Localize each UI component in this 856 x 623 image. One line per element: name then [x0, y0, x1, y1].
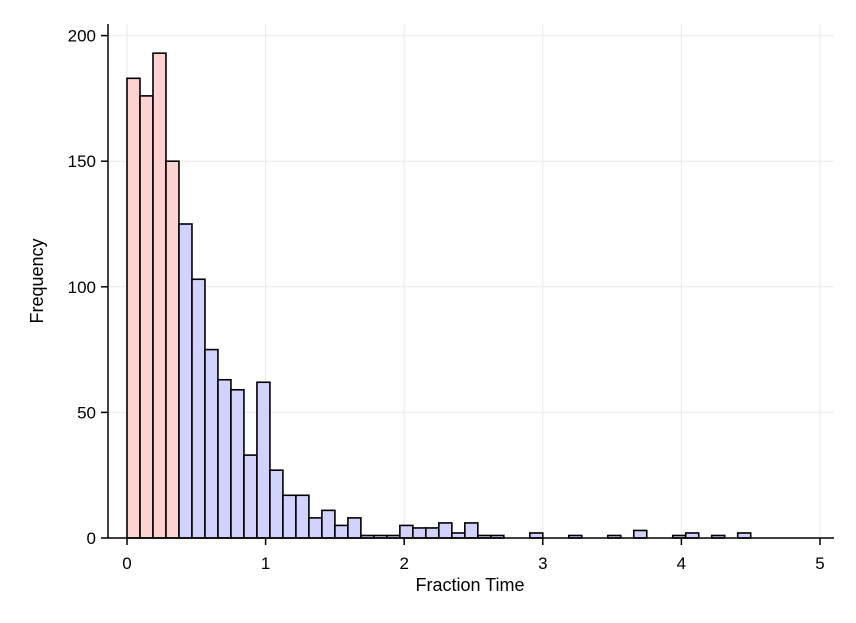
y-tick-label: 50 [77, 403, 96, 422]
histogram-bar [243, 454, 258, 539]
x-tick-label: 4 [677, 554, 686, 573]
histogram-bar [152, 52, 167, 539]
histogram-bar [438, 522, 453, 539]
histogram-bar [399, 524, 414, 539]
histogram-bar [256, 381, 271, 539]
histogram-bar [230, 388, 245, 539]
bars [126, 52, 752, 539]
histogram-bar [425, 527, 440, 539]
x-axis-title: Fraction Time [415, 575, 524, 595]
histogram-bar [451, 532, 466, 539]
x-tick-label: 1 [261, 554, 270, 573]
histogram-bar [684, 532, 700, 539]
histogram-bar [269, 469, 284, 539]
histogram-bar [321, 509, 336, 539]
histogram-bar [308, 517, 323, 539]
histogram-bar [632, 529, 648, 539]
histogram-bar [295, 494, 310, 539]
histogram-bar [282, 494, 297, 539]
histogram-bar [126, 77, 141, 539]
y-axis-title: Frequency [27, 238, 47, 323]
x-tick-label: 3 [538, 554, 547, 573]
y-tick-label: 200 [68, 27, 96, 46]
histogram-bar [178, 223, 193, 539]
histogram-bar [191, 278, 206, 539]
histogram-bar [334, 524, 349, 539]
y-tick-label: 100 [68, 278, 96, 297]
x-tick-label: 5 [815, 554, 824, 573]
histogram-bar [412, 527, 427, 539]
histogram-bar [347, 517, 362, 539]
y-tick-label: 150 [68, 152, 96, 171]
histogram-bar [217, 378, 232, 539]
histogram-bar [139, 95, 154, 539]
histogram-bar [736, 532, 752, 539]
histogram-bar [529, 532, 544, 539]
x-tick-label: 2 [399, 554, 408, 573]
histogram-bar [165, 160, 180, 539]
y-tick-label: 0 [87, 529, 96, 548]
histogram-bar [464, 522, 479, 539]
histogram-bar [204, 348, 219, 539]
x-tick-label: 0 [122, 554, 131, 573]
axes: 0 50 100 150 200 0 1 2 3 4 5 [68, 24, 834, 573]
